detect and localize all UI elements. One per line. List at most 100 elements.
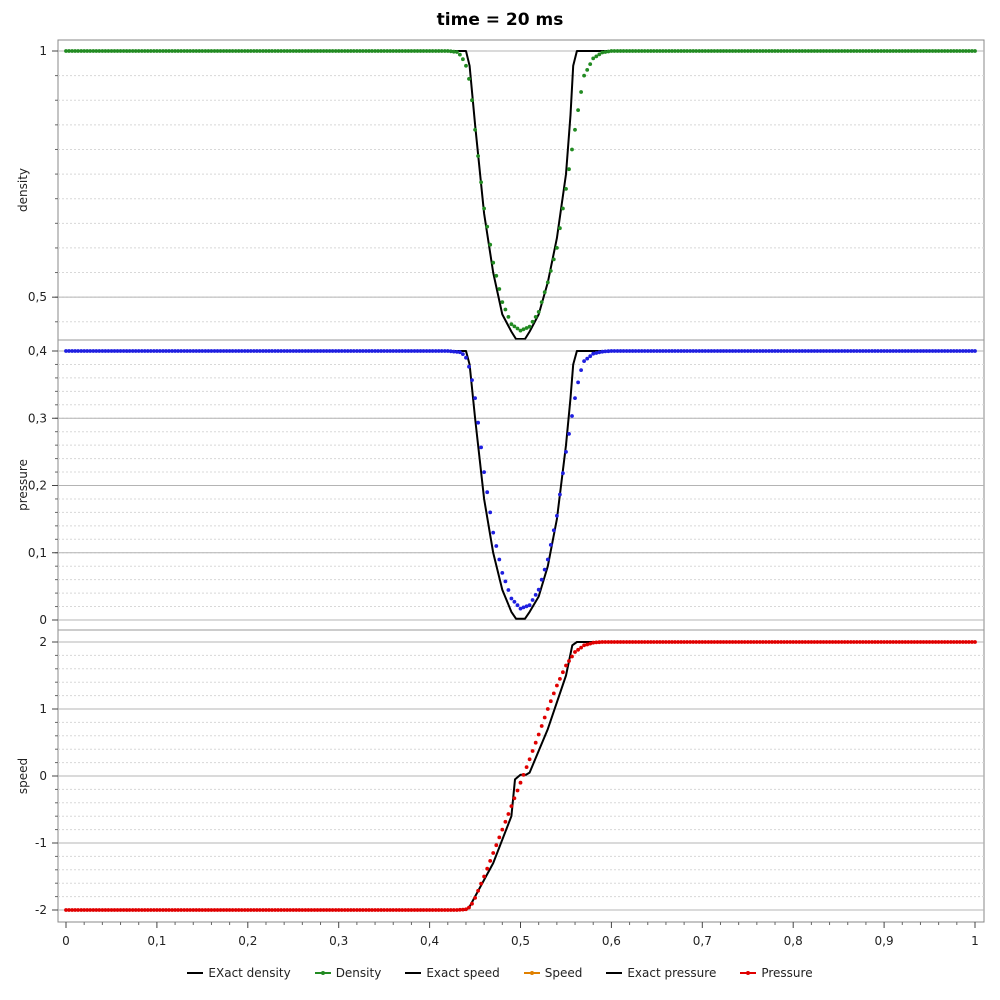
series-point — [570, 414, 574, 418]
y-tick-label: 0 — [39, 613, 47, 627]
series-point — [206, 349, 211, 353]
series-point — [606, 49, 611, 54]
series-point — [188, 349, 193, 353]
series-point — [503, 307, 508, 312]
series-point — [742, 640, 747, 644]
series-point — [885, 640, 889, 644]
series-point — [633, 640, 638, 644]
series-point — [785, 640, 789, 644]
series-point — [679, 49, 683, 53]
series-point — [561, 670, 565, 675]
series-point — [227, 908, 232, 912]
series-point — [458, 907, 462, 912]
series-point — [948, 640, 953, 644]
series-point — [876, 49, 880, 53]
series-point — [252, 49, 256, 53]
series-point — [524, 765, 529, 769]
series-point — [803, 49, 808, 53]
series-point — [806, 49, 811, 53]
legend-item: EXact density — [187, 966, 291, 980]
legend-swatch — [606, 972, 623, 974]
series-point — [442, 908, 447, 912]
series-point — [139, 49, 144, 53]
series-point — [106, 908, 111, 912]
series-point — [718, 349, 723, 353]
y-axis-label: pressure — [16, 459, 30, 511]
series-point — [864, 49, 868, 53]
series-point — [636, 49, 641, 53]
series-point — [315, 908, 320, 912]
series-point — [915, 349, 920, 353]
series-point — [361, 908, 365, 912]
series-point — [533, 740, 538, 745]
series-point — [806, 349, 811, 353]
series-point — [391, 349, 396, 353]
series-point — [485, 866, 490, 871]
series-point — [170, 908, 175, 912]
series-point — [848, 49, 853, 53]
series-point — [97, 49, 102, 53]
series-point — [655, 349, 659, 353]
series-point — [297, 908, 302, 912]
y-tick-label: 2 — [39, 635, 47, 649]
y-tick-label: 0 — [39, 769, 47, 783]
series-point — [445, 349, 450, 353]
series-point — [839, 349, 844, 353]
series-point — [839, 640, 844, 644]
series-point — [639, 49, 644, 53]
series-point — [276, 349, 280, 353]
series-point — [148, 908, 153, 912]
series-point — [776, 640, 780, 644]
series-point — [957, 640, 962, 644]
series-point — [830, 49, 835, 53]
series-point — [585, 642, 590, 647]
series-point — [812, 49, 817, 53]
series-point — [582, 73, 586, 78]
series-point — [721, 49, 726, 53]
series-point — [894, 349, 899, 353]
series-point — [897, 49, 902, 53]
series-point — [758, 349, 762, 353]
series-point — [594, 351, 599, 355]
series-point — [888, 640, 893, 644]
series-point — [591, 56, 596, 61]
series-point — [818, 49, 823, 53]
series-point — [694, 640, 699, 644]
series-point — [242, 49, 247, 53]
series-point — [339, 349, 344, 353]
series-point — [73, 349, 77, 353]
series-point — [376, 49, 380, 53]
legend-swatch — [523, 971, 540, 975]
series-point — [924, 349, 929, 353]
series-point — [76, 908, 80, 912]
series-point — [64, 49, 68, 53]
series-point — [803, 640, 808, 644]
series-point — [224, 349, 229, 353]
series-point — [658, 349, 662, 353]
series-point — [933, 349, 938, 353]
series-point — [873, 640, 877, 644]
series-point — [900, 49, 905, 53]
series-point — [464, 355, 468, 360]
series-point — [785, 349, 789, 353]
series-point — [685, 349, 689, 353]
series-point — [451, 49, 456, 54]
series-point — [700, 349, 705, 353]
series-point — [206, 908, 211, 912]
series-point — [715, 640, 720, 644]
series-point — [515, 326, 520, 331]
series-point — [236, 349, 241, 353]
series-point — [461, 352, 465, 356]
series-point — [233, 908, 238, 912]
series-point — [754, 640, 759, 644]
series-point — [294, 908, 299, 912]
series-point — [867, 349, 871, 353]
series-point — [694, 349, 699, 353]
series-point — [945, 49, 950, 53]
series-point — [709, 349, 714, 353]
series-point — [612, 49, 617, 53]
series-point — [264, 908, 268, 912]
series-point — [461, 57, 465, 62]
series-point — [312, 49, 317, 53]
series-point — [854, 49, 859, 53]
